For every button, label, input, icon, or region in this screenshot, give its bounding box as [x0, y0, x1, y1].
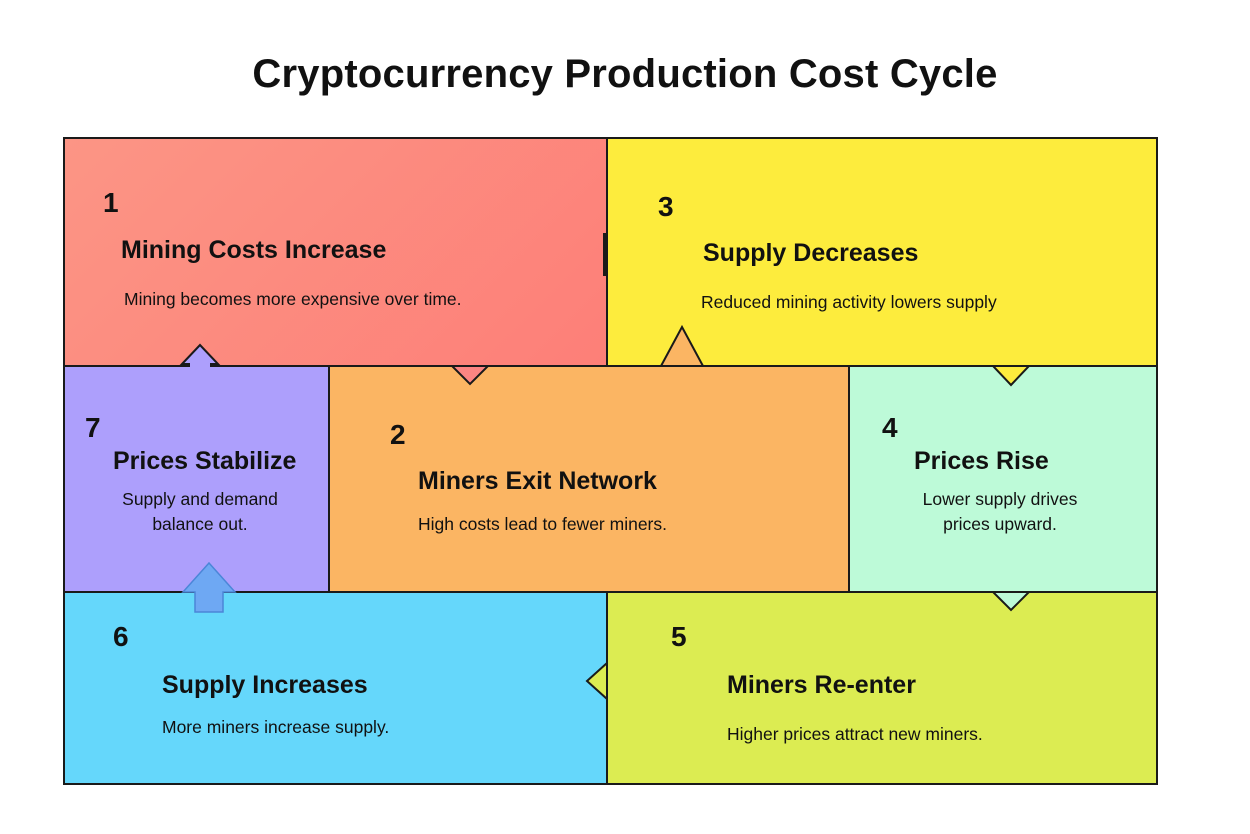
- step-3-description: Reduced mining activity lowers supply: [701, 292, 997, 312]
- step-3-heading: Supply Decreases: [703, 239, 919, 267]
- step-5-number: 5: [671, 621, 687, 652]
- step-5-heading: Miners Re-enter: [727, 671, 916, 699]
- step-4-number: 4: [882, 412, 898, 443]
- step-1-number: 1: [103, 187, 119, 218]
- step-2-heading: Miners Exit Network: [418, 467, 657, 495]
- step-1-box: 1 Mining Costs Increase Mining becomes m…: [63, 137, 608, 367]
- step-6-heading: Supply Increases: [162, 671, 368, 699]
- arrow-7-to-1-icon: [179, 343, 221, 365]
- arrow-5-to-6-icon: [585, 660, 608, 702]
- step-4-description: Lower supply drives prices upward.: [922, 489, 1078, 534]
- step-2-description: High costs lead to fewer miners.: [418, 514, 667, 534]
- arrow-2-to-3-icon: [659, 324, 705, 367]
- arrow-3-to-4-icon: [990, 365, 1032, 387]
- diagram-title: Cryptocurrency Production Cost Cycle: [252, 52, 998, 96]
- step-2-box: 2 Miners Exit Network High costs lead to…: [328, 365, 850, 593]
- arrow-4-to-5-icon: [990, 591, 1032, 612]
- step-1-description: Mining becomes more expensive over time.: [124, 289, 462, 309]
- step-7-heading: Prices Stabilize: [113, 447, 297, 475]
- step-6-box: 6 Supply Increases More miners increase …: [63, 591, 608, 785]
- step-7-box: 7 Prices Stabilize Supply and demand bal…: [63, 365, 330, 593]
- step-1-heading: Mining Costs Increase: [121, 236, 387, 264]
- step-7-number: 7: [85, 412, 101, 443]
- step-6-description: More miners increase supply.: [162, 717, 390, 737]
- arrow-6-to-7-icon: [181, 561, 237, 613]
- step-5-description: Higher prices attract new miners.: [727, 724, 983, 744]
- step-4-heading: Prices Rise: [914, 447, 1049, 475]
- step-3-number: 3: [658, 191, 674, 222]
- step-6-number: 6: [113, 621, 129, 652]
- step-7-description: Supply and demand balance out.: [122, 489, 278, 534]
- step-2-number: 2: [390, 419, 406, 450]
- arrow-1-to-2-icon: [449, 365, 491, 386]
